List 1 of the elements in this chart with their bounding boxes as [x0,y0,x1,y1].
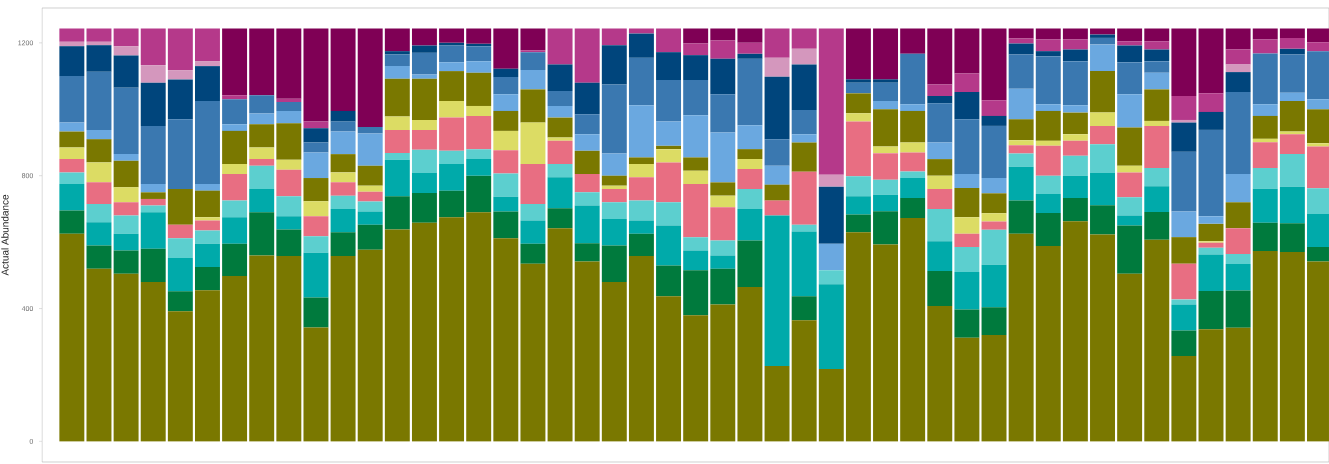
y-axis-title: Actual Abundance [1,194,9,276]
